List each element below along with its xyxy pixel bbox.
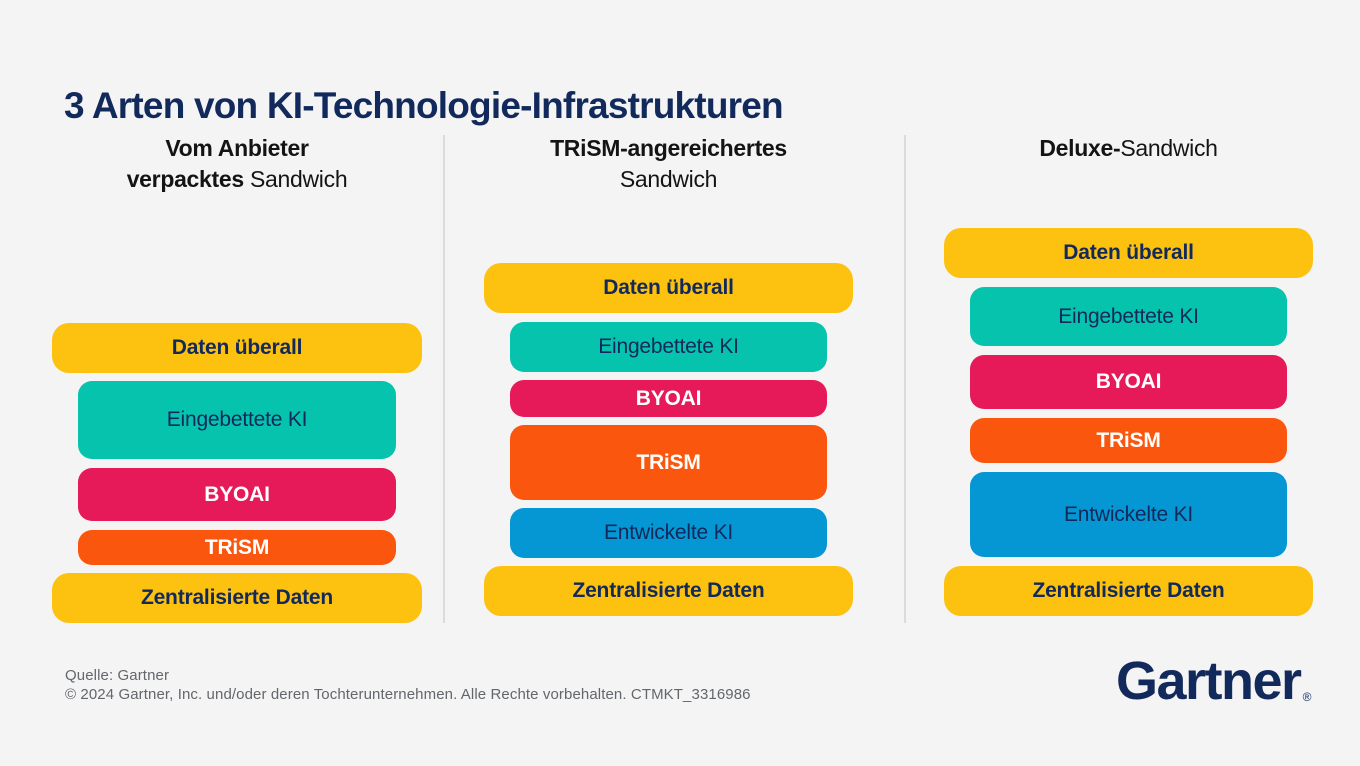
layer-bar-label: TRiSM bbox=[636, 450, 701, 474]
source-line: Quelle: Gartner bbox=[65, 667, 170, 684]
layer-bar-trism: TRiSM bbox=[970, 418, 1287, 463]
column-deluxe-sandwich: Deluxe-Sandwich Daten überall Eingebettete… bbox=[944, 0, 1313, 766]
layer-bar-label: Zentralisierte Daten bbox=[140, 586, 334, 609]
column-header: Deluxe-Sandwich bbox=[944, 133, 1313, 164]
layer-bar-zentralisierte-daten: Zentralisierte Daten bbox=[52, 573, 422, 623]
layer-bar-label: Eingebettete KI bbox=[166, 408, 308, 431]
layer-bar-byoai: BYOAI bbox=[970, 355, 1287, 409]
page-title: 3 Arten von KI-Technologie-Infrastruktur… bbox=[64, 84, 784, 126]
layer-bar-zentralisierte-daten: Zentralisierte Daten bbox=[484, 566, 853, 616]
layer-bar-label: BYOAI bbox=[635, 386, 702, 410]
layer-bar-zentralisierte-daten: Zentralisierte Daten bbox=[944, 566, 1313, 616]
column-header: TRiSM-angereichertes Sandwich bbox=[484, 133, 853, 195]
layer-bar-byoai: BYOAI bbox=[78, 468, 396, 521]
layer-bar-daten-berall: Daten überall bbox=[484, 263, 853, 313]
column-header: Vom Anbieter verpacktes Sandwich bbox=[52, 133, 422, 195]
layer-bar-trism: TRiSM bbox=[78, 530, 396, 565]
layer-bar-label: Eingebettete KI bbox=[1058, 304, 1199, 328]
copyright-line: © 2024 Gartner, Inc. und/oder deren Toch… bbox=[65, 686, 751, 703]
layer-bar-label: Daten überall bbox=[603, 276, 734, 299]
layer-bar-eingebettete-ki: Eingebettete KI bbox=[970, 287, 1287, 346]
footer: Quelle: Gartner © 2024 Gartner, Inc. und… bbox=[65, 666, 751, 704]
layer-bar-label: Daten überall bbox=[1063, 241, 1194, 264]
layer-bar-label: TRiSM bbox=[204, 535, 270, 559]
layer-bar-eingebettete-ki: Eingebettete KI bbox=[510, 322, 827, 372]
layer-bar-label: Eingebettete KI bbox=[598, 335, 739, 358]
gartner-logo-text: Gartner bbox=[1116, 651, 1302, 711]
layer-bar-label: TRiSM bbox=[1096, 428, 1161, 452]
layer-bar-daten-berall: Daten überall bbox=[944, 228, 1313, 278]
column-header-line: Deluxe-Sandwich bbox=[944, 133, 1313, 164]
column-header-segment: Sandwich bbox=[619, 166, 718, 192]
column-header-segment: TRiSM-angereichertes bbox=[550, 135, 787, 161]
column-header-segment: verpacktes bbox=[126, 166, 250, 192]
layer-bar-label: Daten überall bbox=[171, 336, 303, 359]
layer-bar-daten-berall: Daten überall bbox=[52, 323, 422, 373]
column-header-line: Sandwich bbox=[484, 164, 853, 195]
layer-bar-trism: TRiSM bbox=[510, 425, 827, 500]
column-header-line: TRiSM-angereichertes bbox=[484, 133, 853, 164]
column-header-segment: Sandwich bbox=[1120, 135, 1218, 161]
column-header-segment: Deluxe- bbox=[1039, 135, 1121, 161]
column-vendor-packaged-sandwich: Vom Anbieter verpacktes Sandwich Daten übe… bbox=[52, 0, 422, 766]
registered-mark-icon: ® bbox=[1302, 690, 1312, 704]
layer-bar-label: BYOAI bbox=[1095, 370, 1162, 393]
gartner-logo: Gartner ® bbox=[1116, 650, 1312, 712]
layer-bar-label: Zentralisierte Daten bbox=[1032, 579, 1225, 602]
column-header-segment: Vom Anbieter bbox=[165, 135, 309, 161]
column-header-line: Vom Anbieter bbox=[52, 133, 422, 164]
layer-bar-label: Entwickelte KI bbox=[603, 521, 734, 544]
layer-bar-entwickelte-ki: Entwickelte KI bbox=[510, 508, 827, 558]
column-header-segment: Sandwich bbox=[249, 166, 348, 192]
column-trism-enriched-sandwich: TRiSM-angereichertes Sandwich Daten überal… bbox=[484, 0, 853, 766]
column-header-line: verpacktes Sandwich bbox=[52, 164, 422, 195]
layer-bar-eingebettete-ki: Eingebettete KI bbox=[78, 381, 396, 459]
layer-bar-label: BYOAI bbox=[204, 482, 270, 506]
layer-bar-entwickelte-ki: Entwickelte KI bbox=[970, 472, 1287, 557]
layer-bar-label: Entwickelte KI bbox=[1063, 502, 1194, 526]
column-divider-1 bbox=[443, 135, 445, 623]
layer-bar-label: Zentralisierte Daten bbox=[572, 579, 765, 602]
layer-bar-byoai: BYOAI bbox=[510, 380, 827, 417]
column-divider-2 bbox=[904, 135, 906, 623]
